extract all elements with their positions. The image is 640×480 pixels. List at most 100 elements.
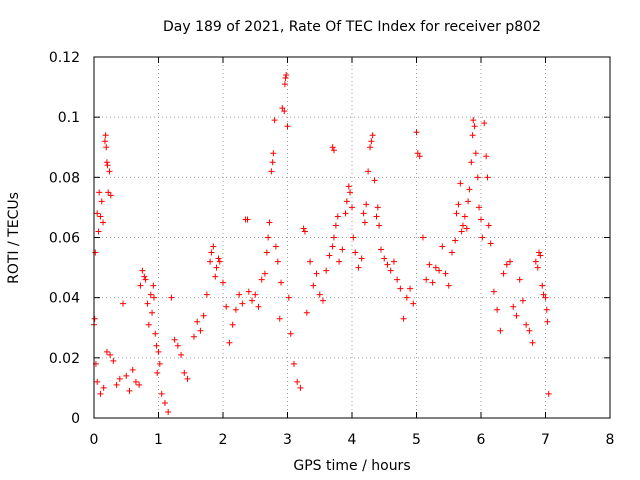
- data-point: [239, 300, 246, 307]
- data-point: [539, 282, 546, 289]
- data-point: [355, 264, 362, 271]
- data-point: [526, 327, 533, 334]
- y-axis-label: ROTI / TECUs: [6, 192, 22, 284]
- data-point: [147, 291, 154, 298]
- data-point: [519, 297, 526, 304]
- data-point: [269, 159, 276, 166]
- data-point: [132, 378, 139, 385]
- data-point: [278, 279, 285, 286]
- data-point: [174, 342, 181, 349]
- data-point: [208, 249, 215, 256]
- data-point: [190, 333, 197, 340]
- data-point: [104, 162, 111, 169]
- data-point: [255, 303, 262, 310]
- data-point: [414, 150, 421, 157]
- data-point: [141, 273, 148, 280]
- data-point: [283, 72, 290, 79]
- data-point: [371, 177, 378, 184]
- data-point: [245, 288, 252, 295]
- y-tick-label: 0: [71, 411, 80, 427]
- data-point: [116, 375, 123, 382]
- data-point: [96, 189, 103, 196]
- data-point: [458, 228, 465, 235]
- data-point: [347, 189, 354, 196]
- data-point: [285, 294, 292, 301]
- data-point: [423, 276, 430, 283]
- data-point: [432, 264, 439, 271]
- data-point: [468, 159, 475, 166]
- data-point: [387, 267, 394, 274]
- data-point: [374, 204, 381, 211]
- y-tick-label: 0.02: [49, 351, 80, 367]
- data-point: [156, 360, 163, 367]
- data-point: [97, 213, 104, 220]
- data-point: [142, 276, 149, 283]
- data-point: [461, 213, 468, 220]
- data-point: [149, 309, 156, 316]
- data-point: [381, 255, 388, 262]
- data-point: [469, 132, 476, 139]
- data-point: [215, 255, 222, 262]
- data-point: [363, 201, 370, 208]
- data-point: [95, 228, 102, 235]
- data-point: [436, 267, 443, 274]
- data-point: [343, 198, 350, 205]
- data-point: [297, 384, 304, 391]
- data-point: [281, 108, 288, 115]
- data-point: [101, 138, 108, 145]
- data-point: [94, 210, 101, 217]
- data-point: [339, 246, 346, 253]
- y-tick-label: 0.12: [49, 50, 80, 66]
- data-point: [236, 291, 243, 298]
- data-point: [537, 252, 544, 259]
- data-point: [490, 288, 497, 295]
- data-point: [220, 279, 226, 286]
- data-point: [94, 378, 101, 385]
- data-point: [102, 132, 109, 139]
- data-point: [394, 276, 401, 283]
- x-axis-label: GPS time / hours: [293, 458, 410, 474]
- x-tick-label: 5: [412, 432, 421, 448]
- data-point: [123, 372, 130, 379]
- data-point: [373, 213, 380, 220]
- data-point: [470, 117, 477, 124]
- data-point: [390, 258, 397, 265]
- data-point: [252, 291, 259, 298]
- data-point: [110, 357, 117, 364]
- data-point: [345, 183, 352, 190]
- data-point: [144, 300, 151, 307]
- data-point: [200, 312, 207, 319]
- data-point: [384, 261, 391, 268]
- data-point: [494, 306, 501, 313]
- data-point: [361, 219, 368, 226]
- x-tick-label: 6: [477, 432, 486, 448]
- data-point: [536, 249, 543, 256]
- data-point: [534, 264, 541, 271]
- y-tick-label: 0.08: [49, 170, 80, 186]
- data-point: [457, 180, 464, 187]
- data-point: [323, 267, 330, 274]
- x-tick-label: 8: [606, 432, 615, 448]
- data-point: [360, 210, 367, 217]
- data-point: [474, 174, 481, 181]
- data-point: [330, 234, 337, 241]
- data-point: [307, 258, 314, 265]
- data-point: [290, 360, 297, 367]
- x-tick-label: 3: [283, 432, 292, 448]
- x-tick-label: 4: [348, 432, 357, 448]
- data-point: [397, 285, 404, 292]
- data-point: [154, 369, 161, 376]
- data-point: [453, 210, 460, 217]
- data-point: [472, 150, 479, 157]
- data-point: [181, 369, 188, 376]
- data-point: [178, 351, 185, 358]
- data-point: [300, 225, 307, 232]
- data-point: [513, 312, 520, 319]
- data-point: [378, 246, 385, 253]
- data-point: [507, 258, 514, 265]
- data-point: [400, 315, 407, 322]
- data-point: [103, 348, 110, 355]
- data-point: [429, 279, 436, 286]
- data-point: [210, 243, 217, 250]
- data-point: [145, 321, 152, 328]
